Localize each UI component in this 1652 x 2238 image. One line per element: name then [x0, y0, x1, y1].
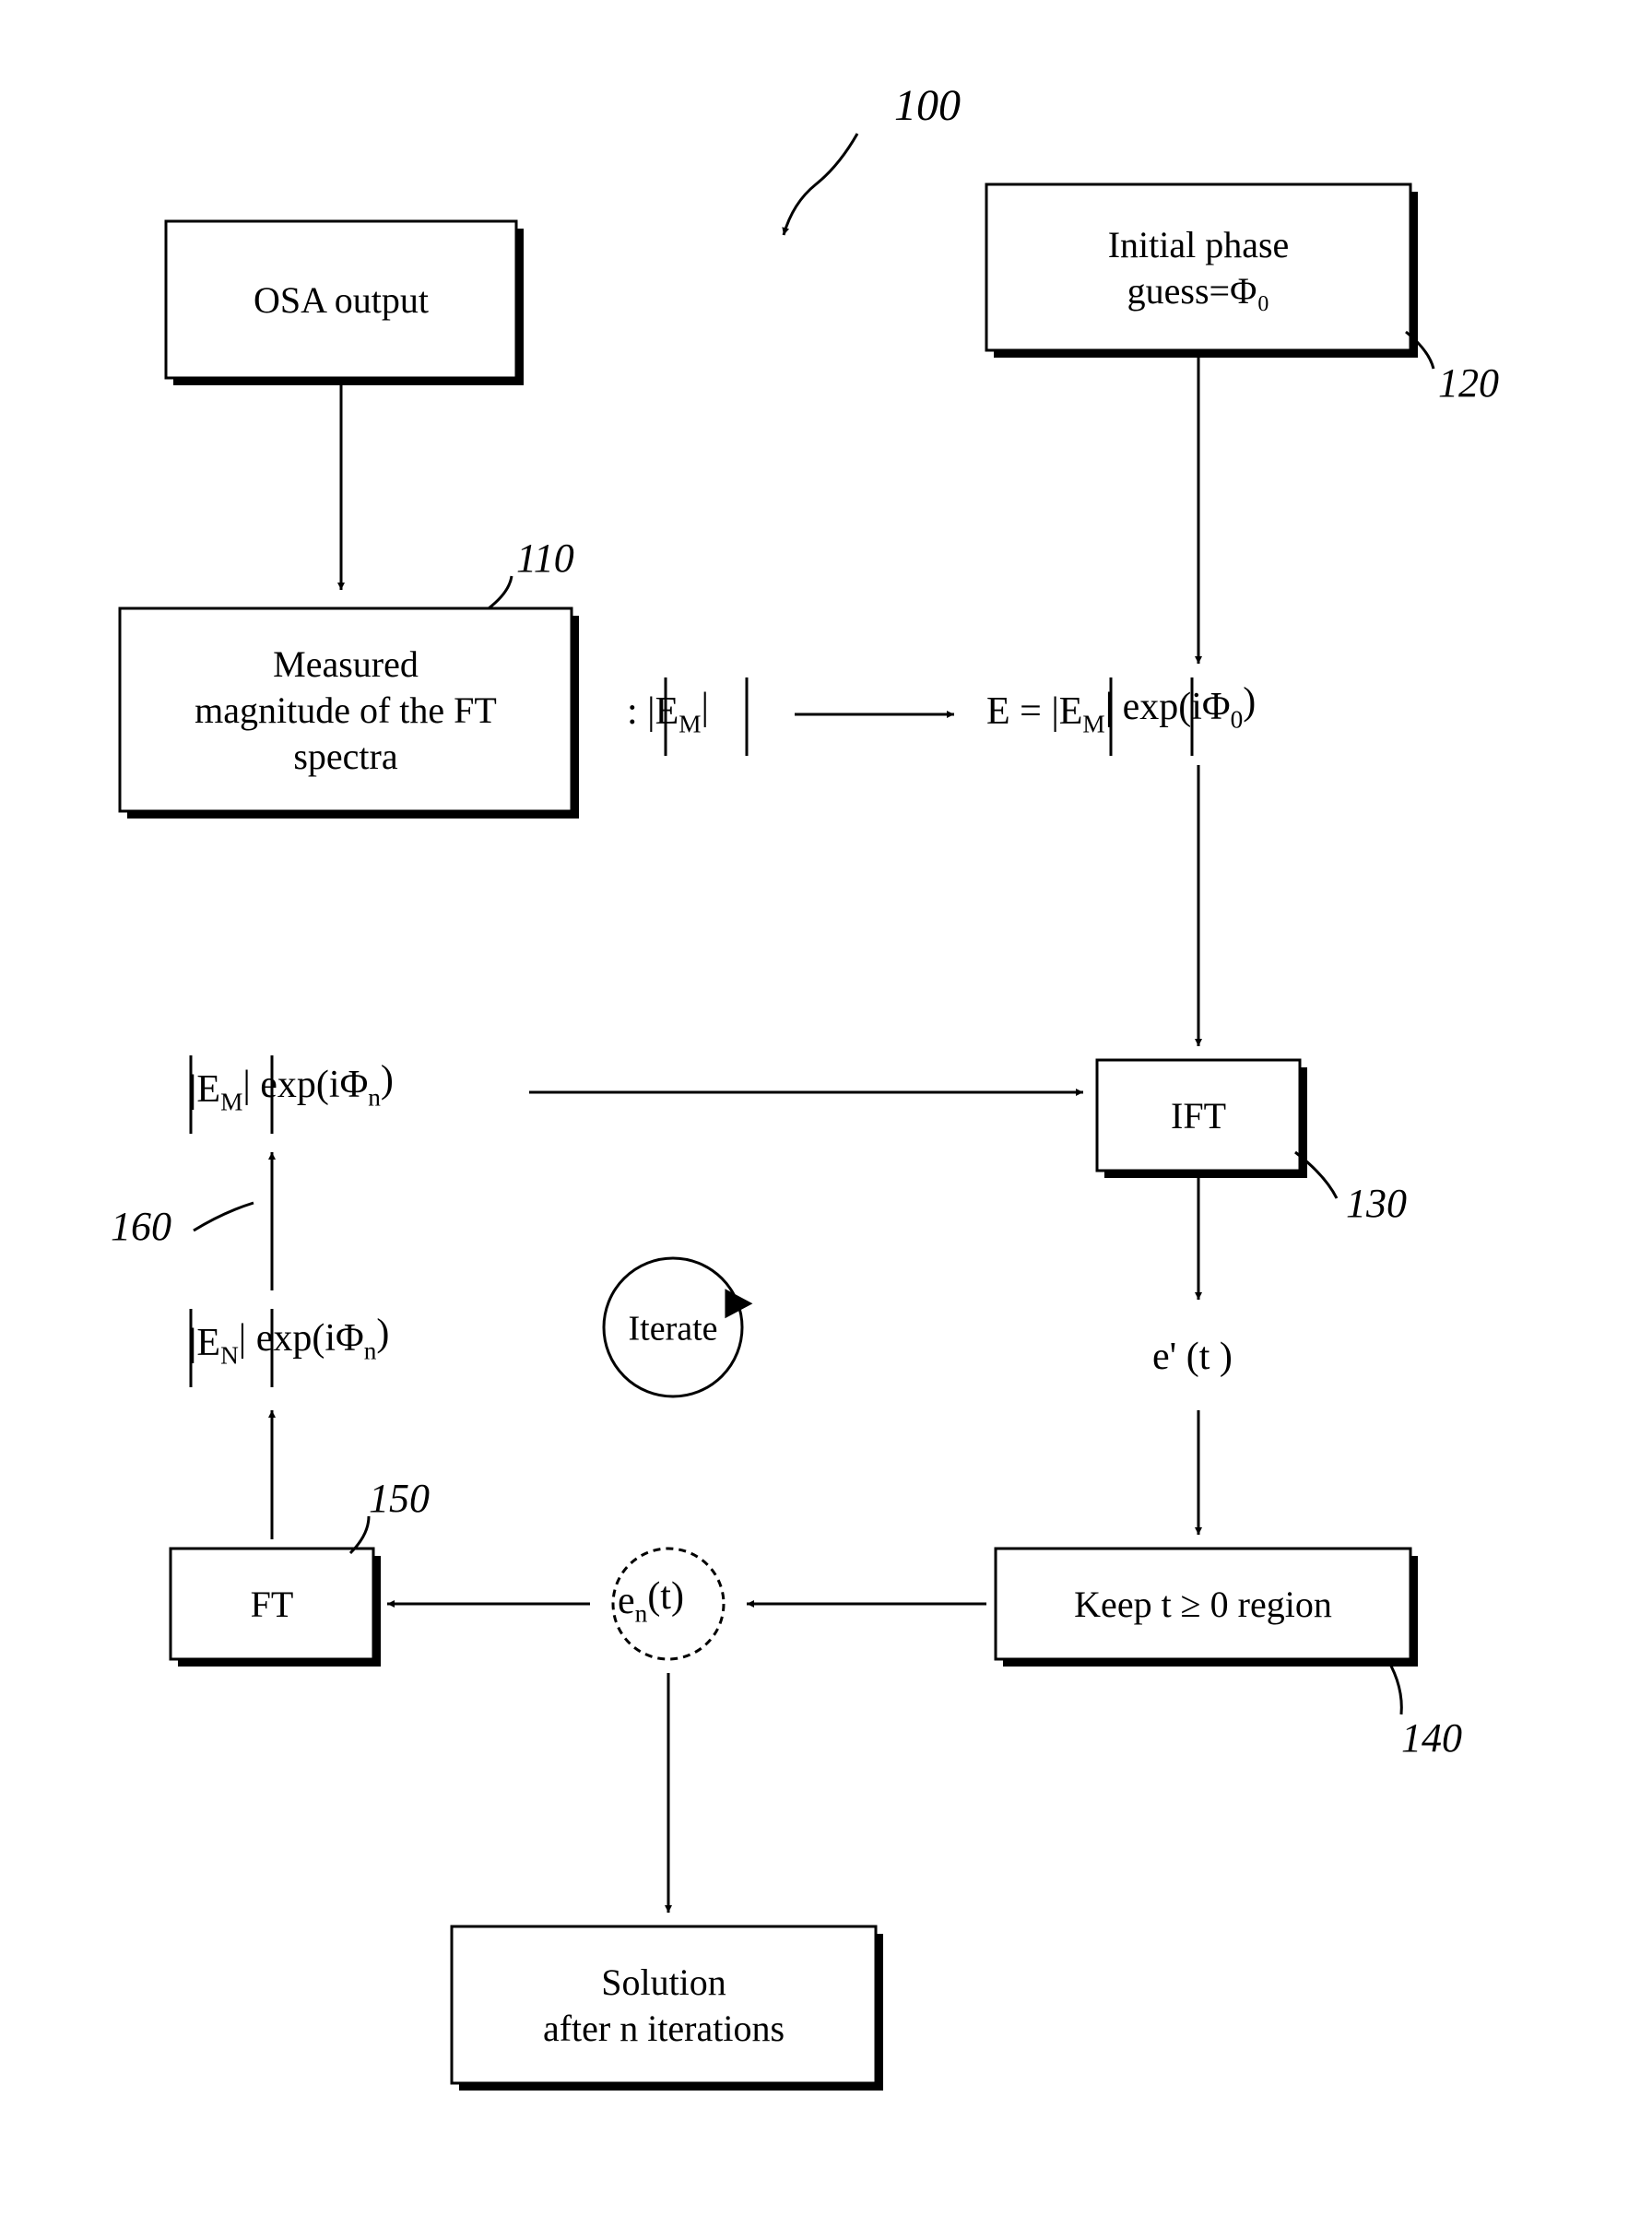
box-ft-line-0: FT — [251, 1584, 294, 1625]
ref-label-keep: 140 — [1401, 1715, 1462, 1761]
ref-label-ift: 130 — [1346, 1181, 1407, 1226]
box-keep-line-0: Keep t ≥ 0 region — [1074, 1584, 1332, 1625]
ref-label-phase: 120 — [1438, 360, 1499, 406]
box-solution — [452, 1926, 876, 2083]
iterate-arrowhead — [725, 1289, 752, 1318]
text-eprime: e' (t ) — [1152, 1336, 1233, 1378]
ref-label-measured: 110 — [516, 536, 574, 581]
text-E_equation: E = |EM| exp(iΦ0) — [986, 681, 1256, 738]
box-measured-line-1: magnitude of the FT — [195, 689, 497, 731]
text-ref160: 160 — [111, 1204, 171, 1249]
box-solution-line-0: Solution — [601, 1961, 726, 2003]
diagram-ref-leader — [784, 134, 857, 235]
iterate-label: Iterate — [628, 1309, 717, 1348]
text-en_phin: |EN| exp(iΦn) — [189, 1313, 389, 1370]
box-measured-line-2: spectra — [293, 736, 398, 777]
diagram-ref-100: 100 — [894, 81, 961, 130]
ref-leader-keep — [1387, 1659, 1401, 1714]
box-solution-line-1: after n iterations — [543, 2008, 785, 2049]
box-measured-line-0: Measured — [273, 643, 419, 685]
box-phase — [986, 184, 1410, 350]
ref-label-ft: 150 — [369, 1476, 430, 1521]
ref-leader-measured — [489, 576, 512, 608]
text-en_t: en(t) — [618, 1575, 684, 1628]
box-osa-line-0: OSA output — [254, 279, 429, 321]
box-ift-line-0: IFT — [1171, 1095, 1226, 1137]
text-em_after_measured: : |EM| — [627, 686, 709, 738]
text-em_phin: |EM| exp(iΦn) — [189, 1059, 394, 1116]
box-phase-line-1: guess=Φ₀ — [1127, 270, 1270, 312]
text-ref160-leader — [194, 1203, 254, 1231]
box-phase-line-0: Initial phase — [1108, 224, 1290, 265]
